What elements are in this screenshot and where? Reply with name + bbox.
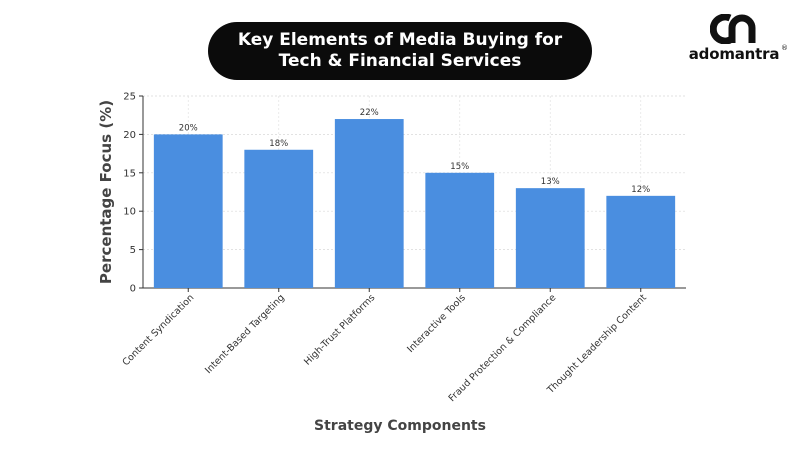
brand-logo: adomantra ® (684, 14, 788, 64)
y-tick-label: 20 (123, 130, 136, 141)
y-tick-label: 0 (130, 284, 136, 295)
logo-wordmark: adomantra (688, 45, 780, 63)
adomantra-logo-mark-icon (710, 14, 756, 44)
bar (244, 149, 314, 288)
x-tick-label: Intent-Based Targeting (203, 292, 287, 376)
data-label: 13% (541, 177, 560, 187)
x-axis-title: Strategy Components (314, 418, 486, 434)
bars (153, 119, 676, 288)
data-label: 18% (269, 139, 288, 149)
x-tick-label: High-Trust Platforms (302, 292, 377, 367)
y-tick-label: 5 (130, 245, 136, 256)
bar (153, 134, 223, 288)
y-tick-label: 10 (123, 207, 136, 218)
chart-title-banner: Key Elements of Media Buying for Tech & … (208, 22, 592, 80)
data-label: 20% (179, 123, 198, 133)
y-axis-title: Percentage Focus (%) (97, 100, 115, 284)
x-tick-label: Interactive Tools (405, 292, 468, 355)
x-tick-label: Content Syndication (120, 292, 196, 368)
registered-mark: ® (781, 44, 788, 52)
y-tick-label: 25 (123, 92, 136, 103)
x-tick-label: Thought Leadership Content (545, 292, 649, 396)
data-label: 22% (360, 108, 379, 118)
data-label: 15% (450, 162, 469, 172)
bar (425, 172, 495, 288)
grid-lines (143, 95, 686, 289)
bar (334, 119, 404, 288)
chart-title-line-2: Tech & Financial Services (278, 51, 522, 71)
data-label: 12% (631, 185, 650, 195)
bar (606, 195, 676, 288)
bar (515, 188, 585, 288)
y-tick-label: 15 (123, 168, 136, 179)
chart-title-line-1: Key Elements of Media Buying for (237, 30, 563, 50)
axes (139, 95, 686, 292)
x-tick-label: Fraud Protection & Compliance (447, 292, 559, 404)
